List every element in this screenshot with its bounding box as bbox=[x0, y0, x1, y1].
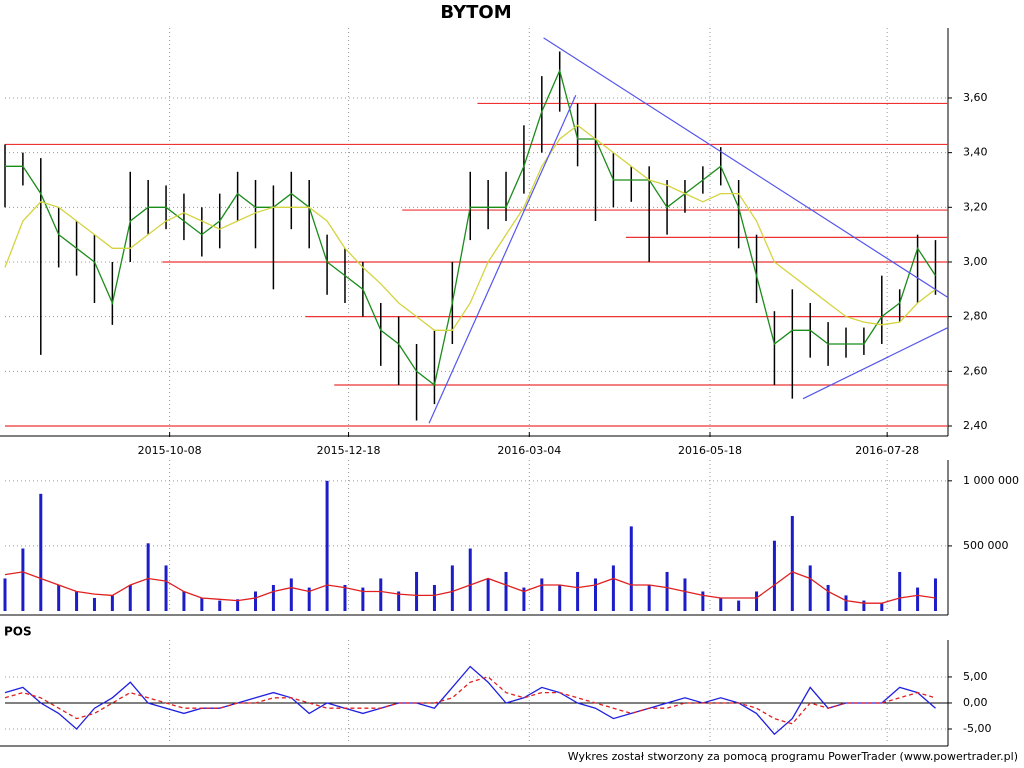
volume-bar bbox=[75, 591, 79, 611]
x-tick-label: 2015-12-18 bbox=[317, 444, 381, 457]
volume-bar bbox=[146, 543, 150, 611]
volume-bar bbox=[128, 584, 132, 611]
y-tick-label: 2,60 bbox=[963, 364, 988, 377]
series-line bbox=[4, 124, 936, 331]
footer: Wykres został stworzony za pomocą progra… bbox=[568, 750, 1018, 763]
volume-bar bbox=[540, 578, 544, 611]
volume-bar bbox=[898, 571, 902, 611]
volume-bar bbox=[307, 587, 311, 611]
y-tick-label: 3,20 bbox=[963, 200, 988, 213]
chart-title: BYTOM bbox=[440, 2, 511, 23]
volume-bar bbox=[236, 599, 240, 611]
series-line bbox=[4, 665, 936, 736]
volume-bar bbox=[164, 565, 168, 611]
volume-bar bbox=[808, 565, 812, 611]
y-tick-label: 5,00 bbox=[963, 670, 988, 683]
volume-bar bbox=[629, 526, 633, 611]
volume-bar bbox=[39, 493, 43, 611]
y-tick-label: 2,40 bbox=[963, 419, 988, 432]
volume-bar bbox=[415, 571, 419, 611]
volume-bar bbox=[665, 571, 669, 611]
volume-bar bbox=[450, 565, 454, 611]
volume-bar bbox=[289, 578, 293, 611]
volume-bar bbox=[576, 571, 580, 611]
volume-bar bbox=[826, 584, 830, 611]
volume-bar bbox=[379, 578, 383, 611]
series-line bbox=[4, 571, 936, 604]
volume-bar bbox=[790, 515, 794, 611]
series-line bbox=[4, 676, 936, 725]
volume-bar bbox=[611, 565, 615, 611]
volume-bar bbox=[683, 578, 687, 611]
trend-line bbox=[802, 327, 949, 400]
volume-bar bbox=[772, 540, 776, 611]
trend-line bbox=[428, 94, 577, 424]
x-tick-label: 2016-03-04 bbox=[497, 444, 561, 457]
volume-bar bbox=[647, 584, 651, 611]
volume-bar bbox=[522, 587, 526, 611]
volume-bar bbox=[737, 600, 741, 611]
y-tick-label: -5,00 bbox=[963, 722, 991, 735]
volume-bar bbox=[361, 587, 365, 611]
volume-bar bbox=[254, 591, 258, 611]
volume-bar bbox=[92, 597, 96, 611]
volume-bar bbox=[719, 597, 723, 611]
y-tick-label: 3,40 bbox=[963, 146, 988, 159]
panel-title: POS bbox=[4, 625, 32, 639]
volume-bar bbox=[916, 587, 920, 611]
volume-bar bbox=[182, 591, 186, 611]
x-tick-label: 2016-05-18 bbox=[678, 444, 742, 457]
y-tick-label: 1 000 000 bbox=[963, 474, 1019, 487]
volume-bar bbox=[343, 584, 347, 611]
volume-bar bbox=[57, 584, 61, 611]
trend-line bbox=[543, 37, 949, 299]
y-tick-label: 3,60 bbox=[963, 91, 988, 104]
y-tick-label: 3,00 bbox=[963, 255, 988, 268]
volume-bar bbox=[218, 600, 222, 611]
volume-bar bbox=[504, 571, 508, 611]
volume-bar bbox=[325, 480, 329, 611]
y-tick-label: 500 000 bbox=[963, 539, 1009, 552]
volume-bar bbox=[593, 578, 597, 611]
x-tick-label: 2016-07-28 bbox=[855, 444, 919, 457]
volume-bar bbox=[432, 584, 436, 611]
volume-bar bbox=[21, 548, 25, 611]
volume-bar bbox=[880, 603, 884, 611]
volume-bar bbox=[701, 591, 705, 611]
x-tick-label: 2015-10-08 bbox=[138, 444, 202, 457]
y-tick-label: 2,80 bbox=[963, 310, 988, 323]
volume-bar bbox=[933, 578, 937, 611]
volume-bar bbox=[110, 595, 114, 611]
volume-bar bbox=[486, 578, 490, 611]
y-tick-label: 0,00 bbox=[963, 696, 988, 709]
volume-bar bbox=[200, 597, 204, 611]
volume-bar bbox=[3, 578, 7, 611]
volume-bar bbox=[397, 591, 401, 611]
volume-bar bbox=[862, 600, 866, 611]
volume-bar bbox=[844, 595, 848, 611]
volume-bar bbox=[755, 591, 759, 611]
series-line bbox=[5, 68, 937, 387]
volume-bar bbox=[558, 584, 562, 611]
volume-bar bbox=[468, 548, 472, 611]
volume-bar bbox=[271, 584, 275, 611]
